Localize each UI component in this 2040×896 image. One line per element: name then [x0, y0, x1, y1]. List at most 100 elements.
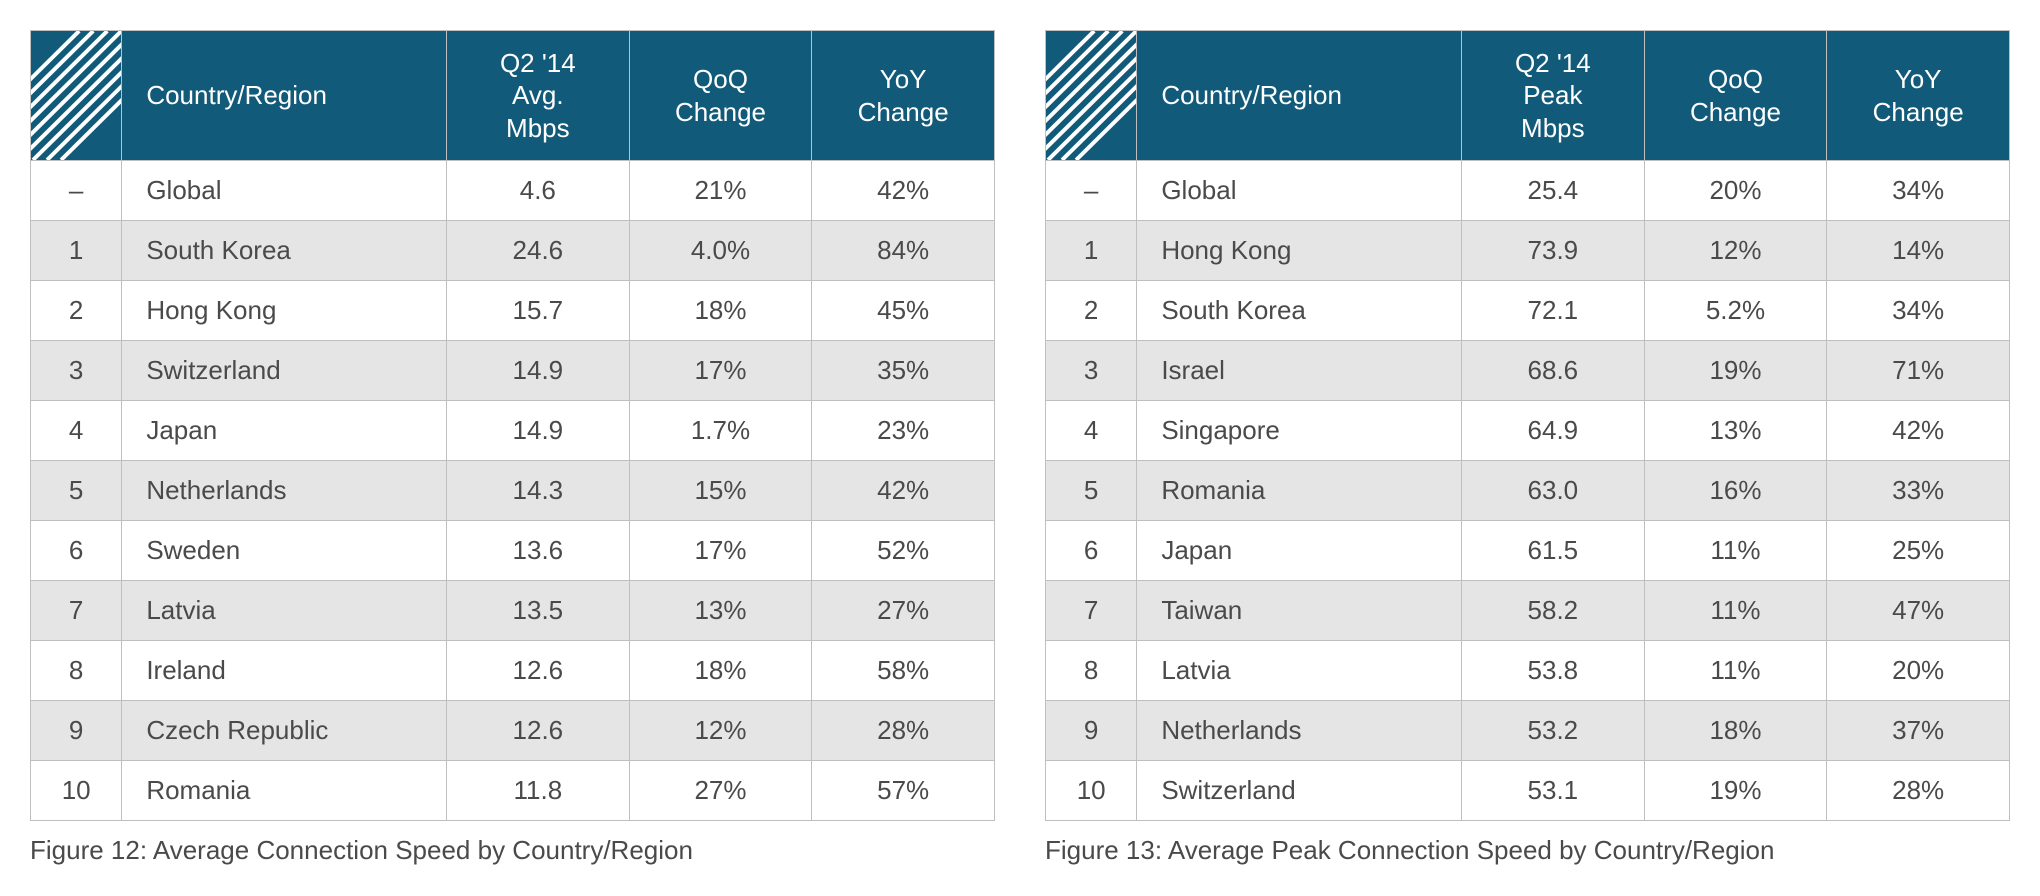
figure-13-caption: Figure 13: Average Peak Connection Speed… — [1045, 835, 2010, 866]
cell-qoq: 18% — [629, 641, 812, 701]
cell-country: Netherlands — [122, 461, 447, 521]
peak-speed-table: Country/Region Q2 '14PeakMbps QoQChange … — [1045, 30, 2010, 821]
cell-qoq: 4.0% — [629, 221, 812, 281]
cell-value: 11.8 — [447, 761, 630, 821]
cell-country: Czech Republic — [122, 701, 447, 761]
cell-rank: 4 — [31, 401, 122, 461]
cell-country: Israel — [1137, 341, 1462, 401]
cell-country: Hong Kong — [122, 281, 447, 341]
table-header-row: Country/Region Q2 '14Avg.Mbps QoQChange … — [31, 31, 995, 161]
table-row: 1Hong Kong73.912%14% — [1046, 221, 2010, 281]
cell-qoq: 19% — [1644, 341, 1827, 401]
col-country-region: Country/Region — [1137, 31, 1462, 161]
cell-country: Taiwan — [1137, 581, 1462, 641]
cell-qoq: 17% — [629, 341, 812, 401]
table-row: 3Switzerland14.917%35% — [31, 341, 995, 401]
cell-value: 14.9 — [447, 401, 630, 461]
table-row: 10Switzerland53.119%28% — [1046, 761, 2010, 821]
cell-country: Latvia — [122, 581, 447, 641]
cell-value: 13.5 — [447, 581, 630, 641]
cell-qoq: 11% — [1644, 641, 1827, 701]
col-peak-mbps: Q2 '14PeakMbps — [1462, 31, 1645, 161]
cell-value: 14.9 — [447, 341, 630, 401]
cell-country: Japan — [1137, 521, 1462, 581]
cell-rank: 2 — [1046, 281, 1137, 341]
cell-value: 53.1 — [1462, 761, 1645, 821]
table-row: 9Czech Republic12.612%28% — [31, 701, 995, 761]
cell-value: 25.4 — [1462, 161, 1645, 221]
hatch-icon — [1046, 31, 1137, 161]
cell-rank: 10 — [31, 761, 122, 821]
cell-yoy: 71% — [1827, 341, 2010, 401]
cell-value: 58.2 — [1462, 581, 1645, 641]
col-yoy-change: YoYChange — [812, 31, 995, 161]
table-row: 7Latvia13.513%27% — [31, 581, 995, 641]
cell-qoq: 11% — [1644, 521, 1827, 581]
cell-value: 68.6 — [1462, 341, 1645, 401]
cell-rank: 8 — [31, 641, 122, 701]
cell-yoy: 27% — [812, 581, 995, 641]
table-row: –Global25.420%34% — [1046, 161, 2010, 221]
cell-rank: – — [31, 161, 122, 221]
cell-rank: 2 — [31, 281, 122, 341]
cell-yoy: 58% — [812, 641, 995, 701]
cell-rank: 7 — [31, 581, 122, 641]
cell-country: Latvia — [1137, 641, 1462, 701]
hatch-icon — [31, 31, 122, 161]
cell-yoy: 14% — [1827, 221, 2010, 281]
cell-country: South Korea — [122, 221, 447, 281]
cell-rank: 6 — [1046, 521, 1137, 581]
cell-qoq: 18% — [1644, 701, 1827, 761]
table-row: 5Romania63.016%33% — [1046, 461, 2010, 521]
col-qoq-change: QoQChange — [1644, 31, 1827, 161]
cell-value: 63.0 — [1462, 461, 1645, 521]
cell-country: Global — [122, 161, 447, 221]
cell-qoq: 15% — [629, 461, 812, 521]
cell-value: 12.6 — [447, 641, 630, 701]
table-row: –Global4.621%42% — [31, 161, 995, 221]
cell-country: Japan — [122, 401, 447, 461]
avg-speed-table: Country/Region Q2 '14Avg.Mbps QoQChange … — [30, 30, 995, 821]
cell-qoq: 11% — [1644, 581, 1827, 641]
cell-country: Romania — [122, 761, 447, 821]
cell-rank: 1 — [1046, 221, 1137, 281]
cell-yoy: 52% — [812, 521, 995, 581]
cell-yoy: 57% — [812, 761, 995, 821]
cell-value: 13.6 — [447, 521, 630, 581]
table-row: 8Ireland12.618%58% — [31, 641, 995, 701]
cell-country: Global — [1137, 161, 1462, 221]
cell-country: Switzerland — [1137, 761, 1462, 821]
cell-value: 53.8 — [1462, 641, 1645, 701]
cell-value: 12.6 — [447, 701, 630, 761]
table-row: 3Israel68.619%71% — [1046, 341, 2010, 401]
cell-rank: 9 — [1046, 701, 1137, 761]
table-row: 10Romania11.827%57% — [31, 761, 995, 821]
cell-rank: 8 — [1046, 641, 1137, 701]
cell-value: 14.3 — [447, 461, 630, 521]
figures-row: Country/Region Q2 '14Avg.Mbps QoQChange … — [30, 30, 2010, 866]
table-row: 1South Korea24.64.0%84% — [31, 221, 995, 281]
cell-rank: 6 — [31, 521, 122, 581]
cell-rank: 1 — [31, 221, 122, 281]
table-row: 2Hong Kong15.718%45% — [31, 281, 995, 341]
table-row: 9Netherlands53.218%37% — [1046, 701, 2010, 761]
cell-qoq: 12% — [1644, 221, 1827, 281]
col-yoy-change: YoYChange — [1827, 31, 2010, 161]
cell-yoy: 34% — [1827, 281, 2010, 341]
cell-rank: 10 — [1046, 761, 1137, 821]
cell-country: Ireland — [122, 641, 447, 701]
figure-13: Country/Region Q2 '14PeakMbps QoQChange … — [1045, 30, 2010, 866]
cell-qoq: 1.7% — [629, 401, 812, 461]
col-avg-mbps: Q2 '14Avg.Mbps — [447, 31, 630, 161]
cell-yoy: 25% — [1827, 521, 2010, 581]
cell-qoq: 27% — [629, 761, 812, 821]
cell-yoy: 37% — [1827, 701, 2010, 761]
cell-country: Romania — [1137, 461, 1462, 521]
cell-country: Hong Kong — [1137, 221, 1462, 281]
cell-value: 4.6 — [447, 161, 630, 221]
table-header-row: Country/Region Q2 '14PeakMbps QoQChange … — [1046, 31, 2010, 161]
table-row: 5Netherlands14.315%42% — [31, 461, 995, 521]
cell-value: 64.9 — [1462, 401, 1645, 461]
cell-value: 24.6 — [447, 221, 630, 281]
cell-qoq: 20% — [1644, 161, 1827, 221]
